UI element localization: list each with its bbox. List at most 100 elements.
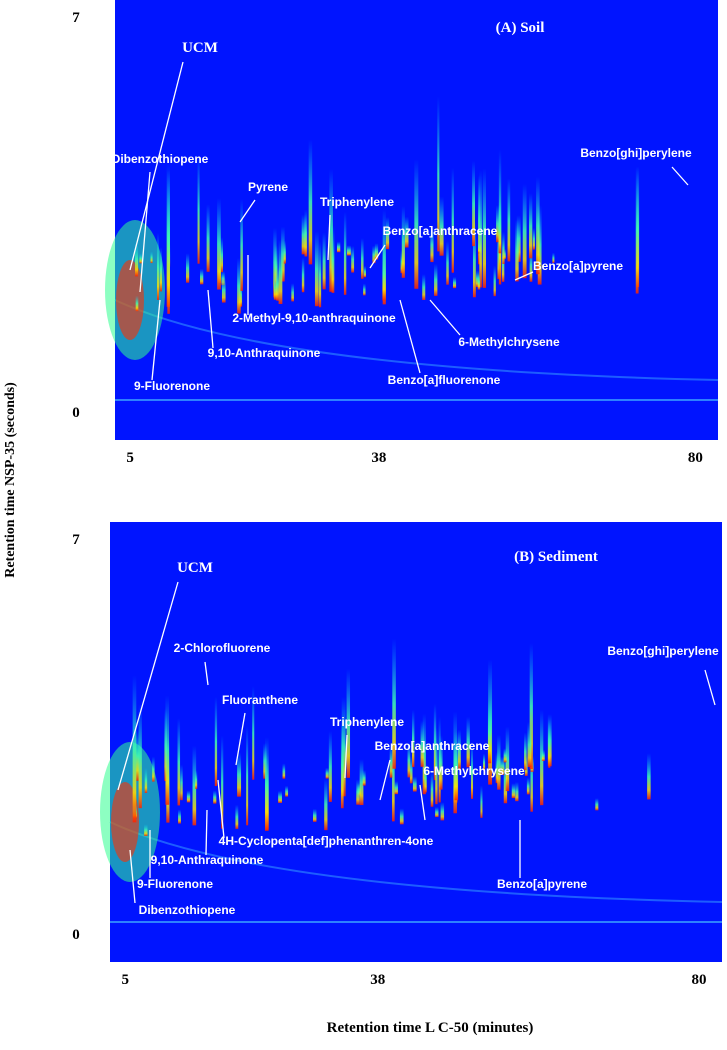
peak-streak bbox=[409, 756, 413, 784]
peak-streak bbox=[407, 742, 411, 778]
peak-streak bbox=[399, 808, 404, 825]
peak-streak bbox=[454, 731, 459, 801]
peak-streak bbox=[478, 175, 481, 265]
peak-streak bbox=[282, 763, 286, 779]
peak-streak bbox=[522, 183, 527, 279]
peak-streak bbox=[235, 804, 239, 829]
peak-streak bbox=[278, 239, 283, 305]
peak-streak bbox=[374, 243, 379, 260]
peak-streak bbox=[246, 725, 249, 826]
peak-streak bbox=[221, 735, 224, 829]
annotation-pointer bbox=[429, 299, 461, 336]
peak-streak bbox=[412, 709, 415, 767]
peak-streak bbox=[301, 257, 305, 293]
peak-streak bbox=[318, 241, 322, 308]
peak-streak bbox=[359, 759, 364, 806]
annotation-pointer bbox=[239, 199, 256, 223]
peak-streak bbox=[530, 740, 533, 812]
annotation: Pyrene bbox=[248, 180, 288, 194]
annotation: 6-Methylchrysene bbox=[458, 335, 560, 349]
peak-streak bbox=[135, 295, 139, 312]
peak-streak bbox=[389, 744, 393, 778]
peak-streak bbox=[422, 713, 426, 795]
peak-streak bbox=[278, 790, 282, 803]
annotation: 6-Methylchrysene bbox=[423, 764, 525, 778]
annotation: 4H-Cyclopenta[def]phenanthren-4one bbox=[219, 834, 434, 848]
peak-streak bbox=[264, 737, 269, 831]
peak-streak bbox=[152, 756, 155, 782]
peak-streak bbox=[537, 204, 542, 285]
peak-streak bbox=[361, 238, 364, 279]
peak-streak bbox=[440, 802, 445, 821]
annotation-pointer bbox=[217, 779, 225, 839]
peak-streak bbox=[206, 204, 210, 272]
peak-streak bbox=[479, 170, 482, 288]
annotation-pointer bbox=[704, 669, 716, 706]
annotation: 9-Fluorenone bbox=[137, 877, 213, 891]
annotation: 2-Chlorofluorene bbox=[174, 641, 271, 655]
annotation-pointer bbox=[327, 214, 331, 261]
peak-streak bbox=[237, 752, 242, 797]
peak-streak bbox=[336, 241, 341, 253]
peak-streak bbox=[392, 638, 396, 769]
peak-streak bbox=[500, 756, 505, 775]
peak-streak bbox=[274, 245, 278, 289]
peak-streak bbox=[325, 767, 329, 779]
annotation: Benzo[a]pyrene bbox=[497, 877, 587, 891]
peak-streak bbox=[493, 265, 496, 297]
peak-streak bbox=[220, 237, 224, 273]
x-tick-label: 5 bbox=[122, 972, 130, 988]
panel-title: (A) Soil bbox=[496, 20, 545, 36]
annotation-pointer bbox=[235, 712, 246, 766]
peak-streak bbox=[526, 777, 530, 795]
x-tick-label: 5 bbox=[126, 450, 134, 466]
peak-streak bbox=[515, 219, 519, 282]
peak-streak bbox=[422, 274, 426, 300]
annotation: Benzo[ghi]perylene bbox=[580, 146, 692, 160]
annotation-pointer bbox=[379, 759, 391, 801]
peak-streak bbox=[529, 193, 533, 259]
peak-streak bbox=[138, 704, 142, 809]
peak-streak bbox=[283, 240, 286, 264]
peak-streak bbox=[498, 201, 502, 254]
peak-streak bbox=[532, 227, 535, 250]
annotation-pointer bbox=[671, 166, 689, 186]
x-tick-label: 80 bbox=[692, 972, 707, 988]
annotation: 9,10-Anthraquinone bbox=[151, 853, 264, 867]
peak-streak bbox=[503, 248, 506, 260]
peak-streak bbox=[424, 763, 427, 793]
peak-streak bbox=[529, 248, 533, 282]
peak-streak bbox=[363, 283, 366, 296]
peak-streak bbox=[136, 730, 139, 781]
peak-streak bbox=[192, 745, 197, 826]
peak-streak bbox=[281, 226, 285, 282]
annotation-pointer bbox=[117, 581, 179, 791]
peak-streak bbox=[135, 241, 139, 277]
peak-streak bbox=[453, 276, 457, 289]
peak-streak bbox=[240, 199, 243, 291]
peak-streak bbox=[392, 721, 395, 822]
annotation-pointer bbox=[151, 299, 161, 381]
peak-streak bbox=[414, 159, 419, 289]
peak-streak bbox=[177, 718, 181, 806]
peak-streak bbox=[356, 779, 360, 805]
column-bleed bbox=[109, 821, 723, 903]
peak-streak bbox=[186, 790, 191, 803]
peak-streak bbox=[314, 231, 319, 307]
peak-streak bbox=[524, 732, 527, 771]
panel: (A) Soil 5 38 80 0 7 UCM Dibenzothiopene Pyrene T… bbox=[72, 0, 719, 466]
peak-streak bbox=[515, 781, 519, 802]
annotation: 9-Fluorenone bbox=[134, 379, 210, 393]
peak-streak bbox=[475, 270, 480, 288]
peak-streak bbox=[472, 221, 476, 298]
peak-streak bbox=[144, 824, 148, 836]
peak-streak bbox=[401, 205, 405, 278]
peak-streak bbox=[167, 170, 170, 314]
peak-streak bbox=[595, 798, 599, 811]
peak-streak bbox=[505, 726, 510, 792]
peak-streak bbox=[552, 252, 555, 263]
annotation: Benzo[a]pyrene bbox=[533, 259, 623, 273]
peak-streak bbox=[301, 214, 306, 255]
annotation: Dibenzothiopene bbox=[112, 152, 209, 166]
peak-streak bbox=[139, 253, 142, 264]
